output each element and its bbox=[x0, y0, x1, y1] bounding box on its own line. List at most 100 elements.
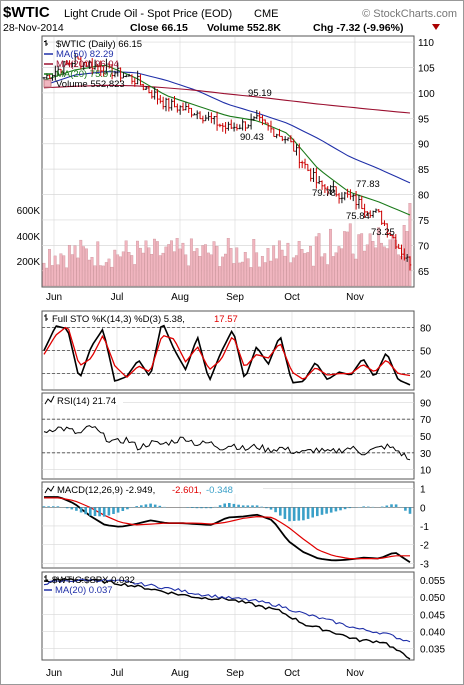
legend-label: Volume 552,823 bbox=[56, 79, 125, 90]
volume-bar bbox=[212, 241, 216, 287]
volume-bar bbox=[153, 238, 156, 287]
price-bar bbox=[96, 64, 100, 72]
volume-bar bbox=[329, 228, 332, 287]
macd-histogram-bar bbox=[343, 507, 347, 510]
volume-bar bbox=[346, 231, 349, 287]
volume-bar bbox=[343, 231, 346, 287]
macd-histogram-bar bbox=[269, 507, 273, 510]
volume-bar bbox=[385, 248, 389, 287]
tick-label: 0.040 bbox=[420, 627, 445, 638]
price-bar bbox=[107, 62, 111, 69]
x-tick-label: Sep bbox=[226, 668, 244, 679]
price-annotation: 90.43 bbox=[240, 132, 264, 143]
price-bar bbox=[210, 112, 213, 124]
macd-histogram-bar bbox=[362, 506, 365, 508]
tick-label: 50 bbox=[420, 347, 432, 358]
sto-title-bg bbox=[43, 313, 243, 323]
volume-bar bbox=[365, 244, 369, 287]
price-bar bbox=[289, 135, 293, 143]
volume-bar bbox=[76, 257, 80, 287]
ma200-line bbox=[43, 84, 411, 114]
volume-bar bbox=[181, 242, 185, 287]
price-bar bbox=[79, 56, 83, 70]
volume-bar bbox=[70, 254, 74, 287]
ratio-panel-frame bbox=[41, 571, 415, 661]
price-bar bbox=[405, 254, 409, 262]
volume-bar bbox=[133, 264, 137, 287]
volume-bar bbox=[110, 266, 114, 287]
volume-bar bbox=[368, 233, 372, 287]
volume-bar bbox=[337, 246, 341, 287]
price-bar bbox=[238, 124, 242, 130]
volume-bar bbox=[289, 262, 293, 287]
price-bar bbox=[278, 128, 281, 137]
price-bar bbox=[391, 234, 395, 239]
x-tick-label: Oct bbox=[284, 292, 300, 303]
volume-bar bbox=[317, 233, 321, 287]
macd-hist-value: -0.348 bbox=[206, 485, 233, 496]
volume-bar bbox=[155, 241, 159, 287]
volume-bar bbox=[260, 256, 264, 287]
macd-histogram-bar bbox=[390, 504, 393, 508]
x-tick-label: Jun bbox=[46, 292, 62, 303]
price-bar bbox=[400, 244, 403, 260]
volume-bar bbox=[167, 244, 171, 287]
price-bar bbox=[76, 56, 80, 60]
volume-bar bbox=[147, 247, 151, 287]
price-bar bbox=[261, 115, 264, 126]
macd-histogram-bar bbox=[65, 507, 69, 509]
tick-label: 0 bbox=[420, 503, 426, 514]
volume-bar bbox=[104, 262, 108, 287]
volume-bar bbox=[215, 246, 219, 287]
volume-bar bbox=[377, 227, 381, 287]
macd-histogram-bar bbox=[42, 506, 46, 508]
volume-bar bbox=[297, 241, 301, 287]
macd-histogram-bar bbox=[334, 507, 338, 512]
volume-bar bbox=[56, 264, 60, 287]
price-annotation: 77.83 bbox=[356, 179, 380, 190]
macd-histogram-bar bbox=[75, 507, 78, 511]
volume-bar bbox=[50, 265, 54, 287]
x-tick-label: Aug bbox=[171, 668, 189, 679]
volume-bar bbox=[408, 203, 412, 287]
price-bar bbox=[170, 98, 173, 111]
close-label: Close 66.15 bbox=[130, 22, 188, 34]
volume-bar bbox=[53, 255, 57, 287]
macd-histogram-bar bbox=[302, 507, 305, 521]
volume-bar bbox=[184, 254, 188, 287]
volume-bar bbox=[280, 249, 284, 287]
volume-bar bbox=[348, 223, 352, 287]
macd-histogram-bar bbox=[311, 507, 314, 518]
price-bar bbox=[56, 65, 60, 75]
change-label: Chg -7.32 (-9.96%) bbox=[313, 22, 403, 34]
macd-histogram-bar bbox=[52, 506, 55, 508]
rsi-title: RSI(14) 21.74 bbox=[57, 396, 116, 407]
volume-bar bbox=[391, 235, 395, 287]
price-bar bbox=[275, 133, 278, 139]
volume-bar bbox=[323, 253, 327, 287]
macd-histogram-bar bbox=[135, 506, 138, 508]
price-bar bbox=[73, 52, 77, 67]
macd-panel: -3 -2 -1 0 1 MACD(12,26,9) -2.949, -2.601, -0.… bbox=[41, 481, 429, 570]
ma50-line bbox=[43, 71, 411, 184]
price-annotation: 79.78 bbox=[312, 188, 336, 199]
price-bar bbox=[377, 209, 381, 213]
price-bar bbox=[147, 86, 151, 94]
macd-histogram-bar bbox=[394, 504, 398, 508]
volume-bar bbox=[48, 249, 51, 287]
volume-tick-label: 400K bbox=[17, 232, 41, 243]
price-bar bbox=[207, 111, 210, 121]
macd-title-bg bbox=[43, 484, 263, 494]
macd-histogram-bar bbox=[316, 507, 319, 517]
price-annotation: 75.84 bbox=[346, 211, 370, 222]
ma20-line bbox=[43, 578, 411, 643]
macd-histogram-bar bbox=[246, 505, 250, 508]
ma20-line bbox=[43, 64, 411, 216]
RSI(14)-line bbox=[43, 425, 411, 461]
price-bar bbox=[380, 210, 383, 225]
ohlc-icon bbox=[44, 314, 48, 321]
volume-bar bbox=[294, 255, 298, 287]
volume-bar bbox=[102, 265, 105, 287]
macd-histogram-bar bbox=[251, 505, 254, 508]
